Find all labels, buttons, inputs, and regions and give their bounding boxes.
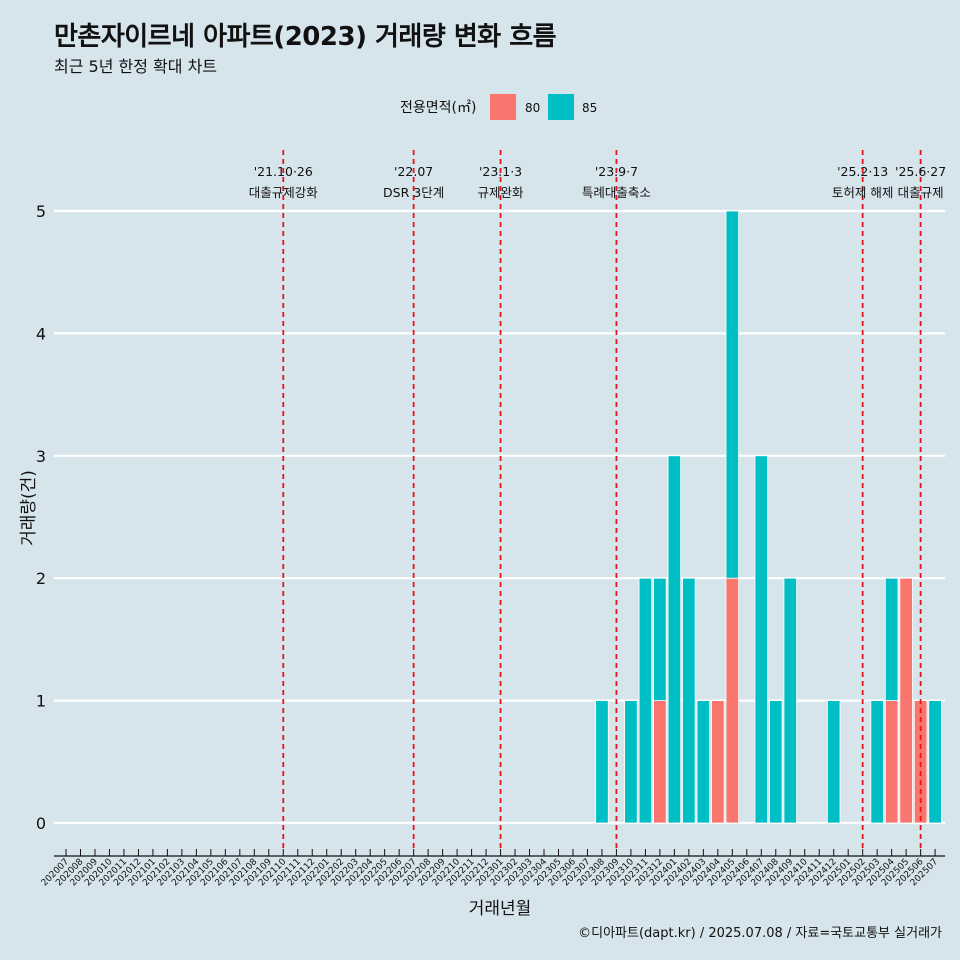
bar-202310-85 — [624, 700, 638, 824]
bar-202409-85 — [783, 577, 797, 824]
y-axis-title: 거래량(건) — [19, 470, 39, 546]
legend-swatch-80 — [490, 94, 516, 120]
bar-202403-85 — [696, 700, 711, 824]
event-date-label: '21.10·26 — [254, 164, 313, 179]
bar-202308-85 — [595, 700, 609, 824]
x-axis-title: 거래년월 — [469, 899, 532, 919]
chart-title: 만촌자이르네 아파트(2023) 거래량 변화 흐름 — [54, 22, 557, 52]
bar-202312-80 — [653, 700, 667, 824]
chart-subtitle: 최근 5년 한정 확대 차트 — [54, 57, 218, 76]
bar-202405-85 — [725, 210, 740, 579]
event-text-label: 규제완화 — [478, 185, 525, 200]
bar-202407-85 — [754, 455, 768, 824]
event-date-label: '25.6·27 — [895, 164, 946, 179]
bar-202404-80 — [711, 700, 725, 824]
event-date-label: '22.07 — [394, 164, 433, 179]
event-text-label: 대출규제강화 — [249, 185, 319, 200]
bar-202401-85 — [667, 455, 682, 824]
y-tick-label: 2 — [36, 569, 46, 588]
event-date-label: '23.9·7 — [595, 164, 638, 179]
bar-202412-85 — [827, 700, 841, 824]
event-text-label: 대출규제 — [898, 185, 944, 200]
bar-202505-80 — [899, 577, 913, 824]
y-tick-label: 5 — [36, 202, 46, 221]
bar-202503-85 — [870, 700, 884, 824]
source-caption: ©디아파트(dapt.kr) / 2025.07.08 / 자료=국토교통부 실… — [578, 926, 942, 941]
event-text-label: 특례대출축소 — [582, 185, 651, 200]
y-tick-label: 4 — [36, 324, 46, 343]
y-tick-label: 3 — [36, 447, 46, 466]
legend-swatch-85 — [548, 94, 574, 120]
bar-202405-80 — [725, 577, 740, 824]
event-text-label: DSR 3단계 — [383, 185, 444, 200]
bar-202504-85 — [884, 577, 899, 702]
y-tick-label: 0 — [36, 814, 46, 833]
event-date-label: '23.1·3 — [479, 164, 522, 179]
y-tick-label: 1 — [36, 692, 46, 711]
bar-202312-85 — [653, 577, 667, 702]
legend-title: 전용면적(㎡) — [400, 100, 476, 116]
event-date-label: '25.2·13 — [837, 164, 888, 179]
bar-202504-80 — [884, 700, 899, 824]
bar-202402-85 — [682, 577, 696, 824]
bar-202507-85 — [928, 700, 942, 824]
event-text-label: 토허제 해제 — [832, 185, 893, 200]
legend-label-85: 85 — [582, 101, 597, 115]
bar-202311-85 — [638, 577, 653, 824]
legend-label-80: 80 — [525, 101, 540, 115]
bar-202408-85 — [769, 700, 783, 824]
